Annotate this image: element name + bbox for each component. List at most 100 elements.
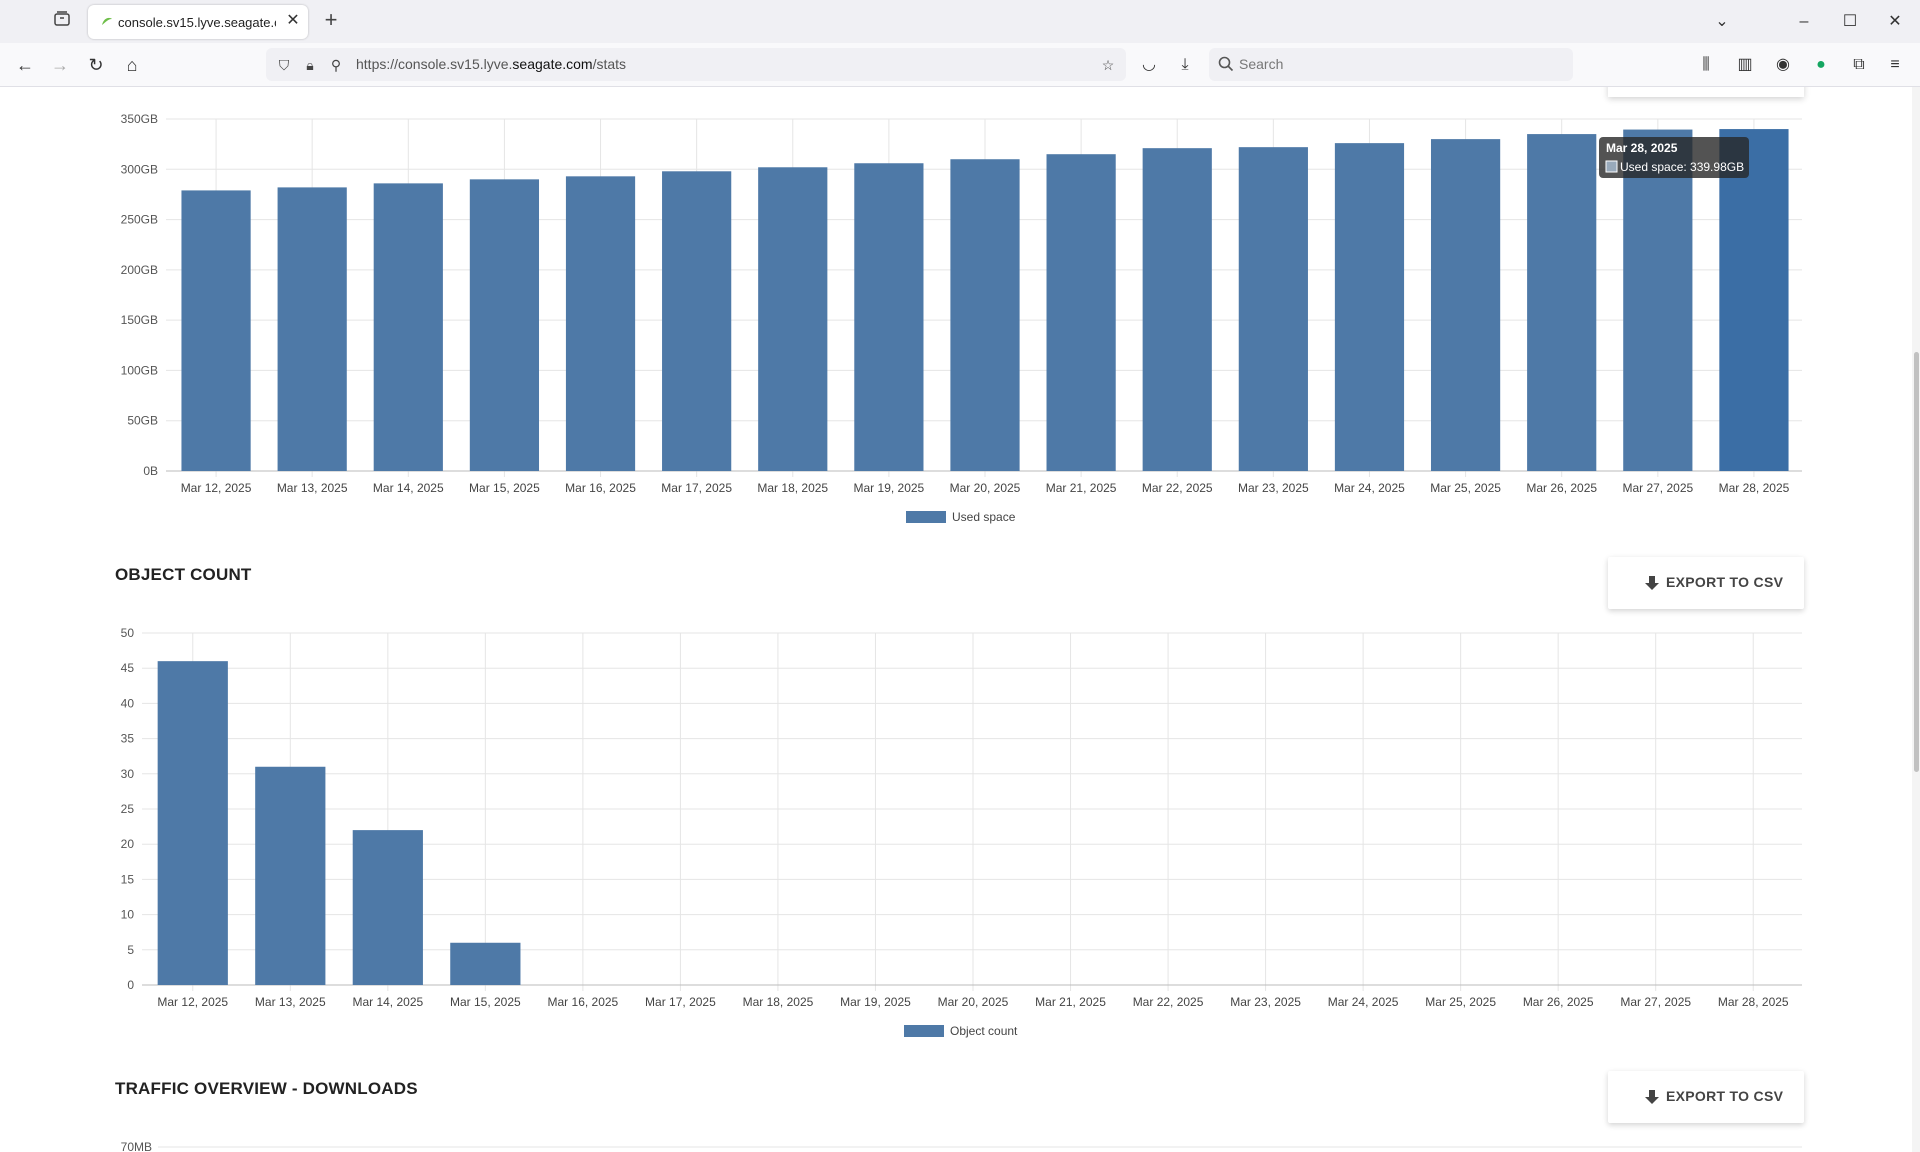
- traffic-y-tick: 70MB: [121, 1140, 152, 1152]
- y-tick-label: 250GB: [121, 213, 158, 227]
- bar[interactable]: [450, 942, 521, 985]
- bar[interactable]: [662, 171, 732, 471]
- x-tick-label: Mar 18, 2025: [757, 481, 828, 495]
- x-tick-label: Mar 20, 2025: [950, 481, 1021, 495]
- search-input[interactable]: Search: [1239, 56, 1284, 72]
- url-text[interactable]: https://console.sv15.lyve.seagate.com/st…: [356, 56, 626, 72]
- app-menu-icon[interactable]: ≡: [1890, 56, 1900, 73]
- y-tick-label: 350GB: [121, 112, 158, 126]
- x-tick-label: Mar 19, 2025: [854, 481, 925, 495]
- x-tick-label: Mar 24, 2025: [1334, 481, 1405, 495]
- bookmark-star-icon[interactable]: ☆: [1101, 57, 1115, 73]
- seagate-favicon-icon: [100, 15, 114, 29]
- grammarly-extension-icon[interactable]: ●: [1816, 56, 1826, 73]
- legend-swatch[interactable]: [904, 1025, 944, 1037]
- url-path: /stats: [592, 56, 627, 72]
- url-prefix: https://console.sv15.lyve.: [356, 56, 513, 72]
- bar[interactable]: [758, 167, 828, 471]
- library-icon[interactable]: ⫼: [1702, 56, 1710, 73]
- close-window-icon[interactable]: ✕: [1888, 13, 1902, 30]
- download-arrow-icon: [1645, 575, 1659, 591]
- bar[interactable]: [373, 183, 443, 471]
- lock-icon[interactable]: 🔒︎: [306, 57, 314, 73]
- home-icon[interactable]: ⌂: [126, 55, 138, 75]
- bar[interactable]: [1334, 143, 1405, 471]
- x-tick-label: Mar 15, 2025: [450, 995, 521, 1009]
- permissions-icon[interactable]: ⚲: [330, 57, 342, 73]
- bar[interactable]: [1623, 129, 1693, 471]
- x-tick-label: Mar 22, 2025: [1133, 995, 1204, 1009]
- pocket-icon[interactable]: ◡: [1142, 56, 1156, 73]
- bar[interactable]: [565, 176, 636, 471]
- stats-page: 0B 50GB 100GB 150GB 200GB 250GB 300GB 350GB Mar …: [0, 87, 1920, 1152]
- search-bar[interactable]: Search: [1209, 48, 1573, 81]
- bar[interactable]: [950, 159, 1020, 471]
- x-tick-label: Mar 22, 2025: [1142, 481, 1213, 495]
- active-tab[interactable]: console.sv15.lyve.seagate.com/ ✕: [88, 5, 308, 39]
- url-bar[interactable]: ⛉ 🔒︎ ⚲ https://console.sv15.lyve.seagate…: [266, 48, 1126, 81]
- y-tick-label: 15: [121, 872, 135, 886]
- x-tick-label: Mar 25, 2025: [1425, 995, 1496, 1009]
- x-tick-label: Mar 17, 2025: [645, 995, 716, 1009]
- scrollbar-thumb[interactable]: [1914, 352, 1919, 772]
- tab-list-icon[interactable]: [50, 10, 74, 34]
- x-tick-label: Mar 27, 2025: [1620, 995, 1691, 1009]
- x-tick-label: Mar 23, 2025: [1230, 995, 1301, 1009]
- x-tick-label: Mar 21, 2025: [1046, 481, 1117, 495]
- bar[interactable]: [352, 830, 423, 985]
- export-csv-button-traffic[interactable]: EXPORT TO CSV: [1608, 1071, 1804, 1123]
- x-tick-label: Mar 19, 2025: [840, 995, 911, 1009]
- bar[interactable]: [1142, 148, 1212, 471]
- export-button-partial[interactable]: [1608, 87, 1804, 97]
- back-icon[interactable]: ←: [16, 55, 34, 75]
- object-count-title: OBJECT COUNT: [115, 565, 252, 584]
- search-icon: [1217, 55, 1237, 75]
- bar[interactable]: [157, 661, 228, 985]
- tab-title: console.sv15.lyve.seagate.com/: [118, 15, 276, 30]
- close-tab-icon[interactable]: ✕: [286, 12, 300, 29]
- bar[interactable]: [469, 179, 540, 471]
- list-all-tabs-icon[interactable]: ⌄: [1715, 13, 1729, 30]
- bar[interactable]: [181, 190, 251, 472]
- account-icon[interactable]: ◉: [1776, 56, 1790, 73]
- bar[interactable]: [255, 766, 326, 985]
- bar[interactable]: [1046, 154, 1116, 471]
- bar[interactable]: [277, 187, 347, 471]
- legend-label[interactable]: Object count: [950, 1024, 1018, 1038]
- extensions-icon[interactable]: ⧉: [1853, 56, 1865, 73]
- bar[interactable]: [1719, 129, 1789, 471]
- y-tick-label: 5: [127, 943, 134, 957]
- bar[interactable]: [854, 163, 924, 471]
- new-tab-icon[interactable]: +: [324, 7, 338, 32]
- bar[interactable]: [1527, 134, 1597, 472]
- tooltip-value: Used space: 339.98GB: [1620, 160, 1744, 174]
- x-tick-label: Mar 13, 2025: [255, 995, 326, 1009]
- legend-swatch[interactable]: [906, 511, 946, 523]
- x-tick-label: Mar 24, 2025: [1328, 995, 1399, 1009]
- shield-icon[interactable]: ⛉: [278, 57, 290, 73]
- navigation-bar: ← → ↻ ⌂ ⛉ 🔒︎ ⚲ https://console.sv15.lyve…: [0, 43, 1920, 87]
- x-tick-label: Mar 26, 2025: [1523, 995, 1594, 1009]
- y-tick-label: 100GB: [121, 363, 158, 377]
- y-tick-label: 50GB: [127, 414, 158, 428]
- sidebar-icon[interactable]: ▥: [1737, 56, 1753, 73]
- forward-icon[interactable]: →: [51, 55, 69, 75]
- download-icon[interactable]: ⤓: [1181, 56, 1189, 73]
- legend-label[interactable]: Used space: [952, 510, 1016, 524]
- y-tick-label: 200GB: [121, 263, 158, 277]
- minimize-icon[interactable]: –: [1799, 13, 1809, 30]
- maximize-icon[interactable]: ☐: [1842, 13, 1858, 30]
- page-scrollbar[interactable]: [1912, 87, 1920, 1152]
- bar[interactable]: [1430, 139, 1501, 471]
- x-tick-label: Mar 18, 2025: [743, 995, 814, 1009]
- x-tick-label: Mar 25, 2025: [1430, 481, 1501, 495]
- reload-icon[interactable]: ↻: [88, 55, 104, 75]
- x-tick-label: Mar 20, 2025: [938, 995, 1009, 1009]
- bar[interactable]: [1238, 147, 1308, 471]
- y-tick-label: 50: [121, 626, 135, 640]
- export-csv-button-object-count[interactable]: EXPORT TO CSV: [1608, 557, 1804, 609]
- y-tick-label: 20: [121, 837, 135, 851]
- x-tick-label: Mar 12, 2025: [157, 995, 228, 1009]
- x-tick-label: Mar 23, 2025: [1238, 481, 1309, 495]
- chart-tooltip: Mar 28, 2025 Used space: 339.98GB: [1599, 137, 1749, 178]
